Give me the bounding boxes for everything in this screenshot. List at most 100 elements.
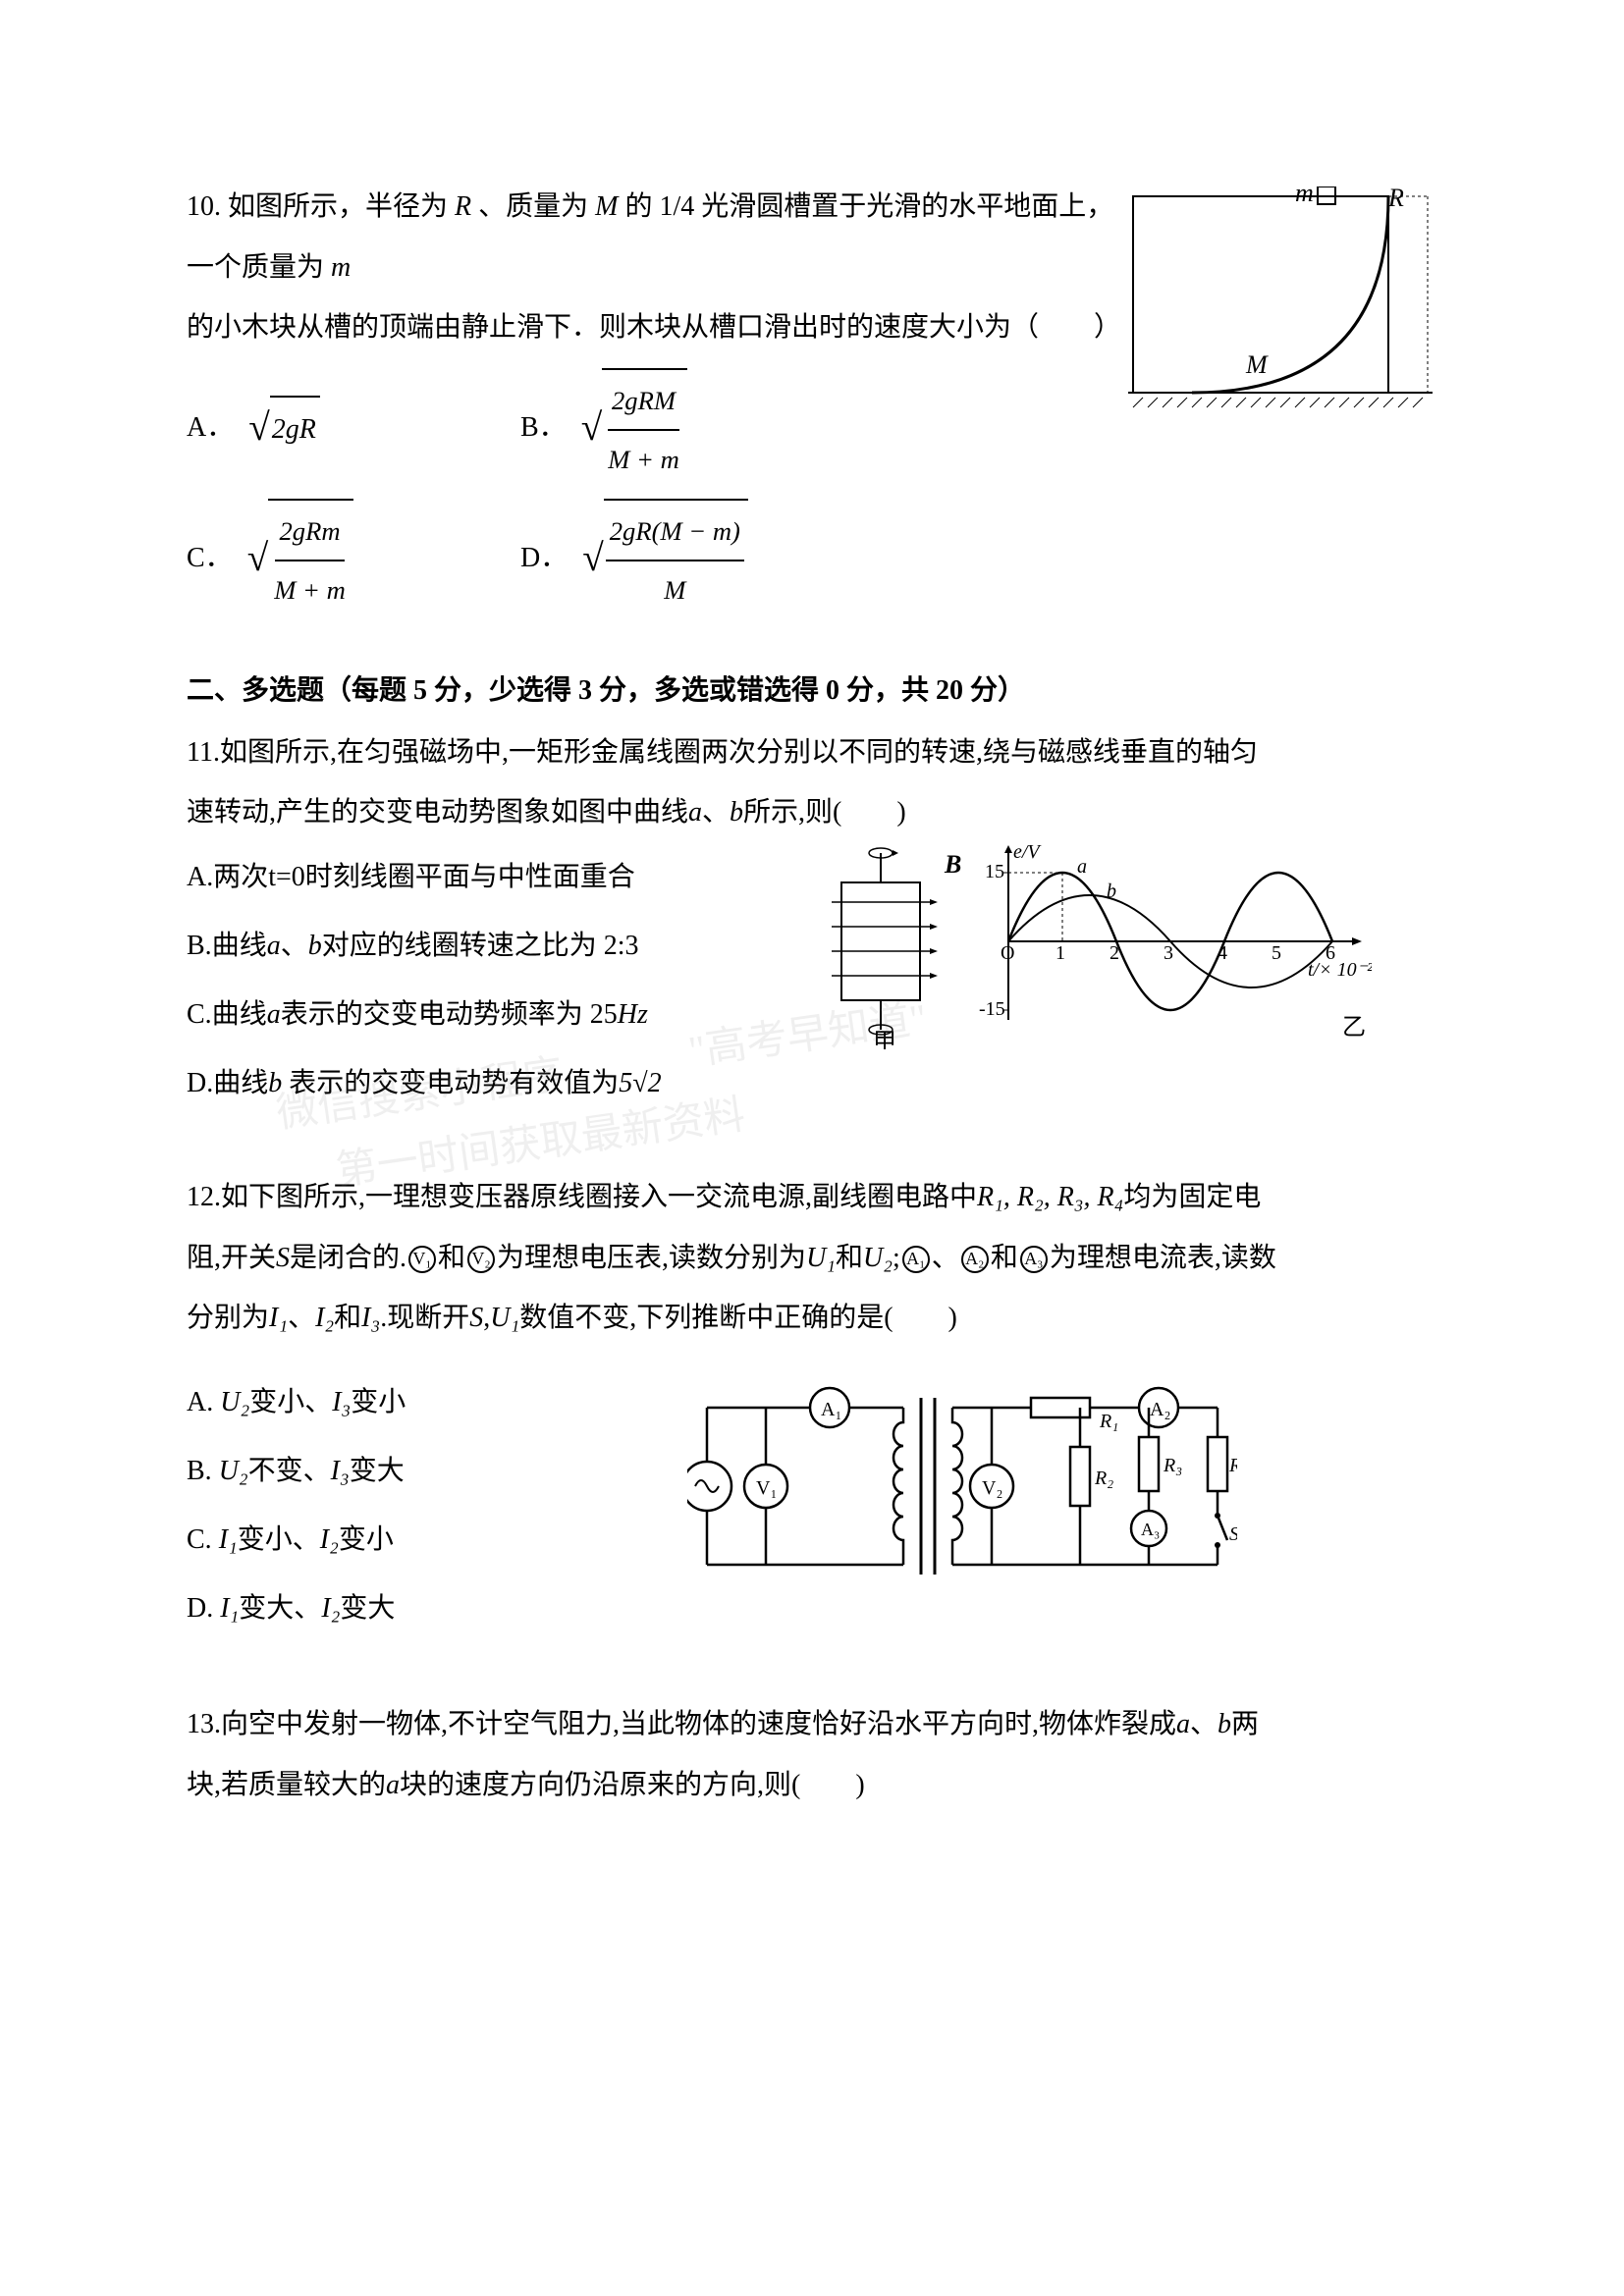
q11-b-p1: 曲线	[212, 931, 267, 961]
q12-i2: I₂	[315, 1303, 334, 1333]
svg-text:-15: -15	[979, 998, 1005, 1020]
voltmeter-icon: V₁	[408, 1246, 436, 1273]
q10-d-frac: 2gR(M − m)M	[604, 499, 748, 619]
q10-diagram-svg: m R M	[1123, 187, 1437, 422]
q11-t2: 速转动,产生的交变电动势图象如图中曲线	[187, 797, 688, 828]
q12-d-v1: I₁	[220, 1593, 239, 1624]
q11-option-d: D.曲线b 表示的交变电动势有效值为5√2	[187, 1049, 812, 1118]
question-10: m R M 10. 如图所示，半径为 R 、质量为 M 的 1/4 光滑圆槽置于…	[187, 177, 1437, 629]
svg-text:S: S	[1229, 1523, 1237, 1545]
q13-number: 13.	[187, 1709, 221, 1739]
q11-coil-svg: B 甲	[812, 843, 969, 1049]
q10-c-label: C．	[187, 528, 233, 589]
q11-content: A.两次t=0时刻线圈平面与中性面重合 B.曲线a、b对应的线圈转速之比为 2:…	[187, 843, 1437, 1118]
q12-b-t1: 不变、	[248, 1456, 331, 1486]
q11-b-p2: 、	[281, 931, 308, 961]
svg-text:乙: 乙	[1342, 1015, 1366, 1041]
q12-line1: 12.如下图所示,一理想变压器原线圈接入一交流电源,副线圈电路中R₁, R₂, …	[187, 1167, 1437, 1228]
q10-option-b: B． √ 2gRMM + m	[520, 368, 795, 489]
q10-t1: 如图所示，半径为	[221, 191, 448, 222]
svg-text:e/V: e/V	[1013, 843, 1042, 863]
q12-c-t2: 变小	[339, 1524, 394, 1555]
q10-option-c: C． √ 2gRmM + m	[187, 499, 461, 619]
q12-u1b: U₁	[490, 1303, 519, 1333]
q12-b-label: B.	[187, 1456, 212, 1486]
svg-text:甲: 甲	[873, 1030, 896, 1049]
svg-text:5: 5	[1272, 942, 1281, 964]
q10-var-r: R	[455, 191, 471, 222]
q11-d-p1: 曲线	[213, 1068, 268, 1098]
q13-line1: 13.向空中发射一物体,不计空气阻力,当此物体的速度恰好沿水平方向时,物体炸裂成…	[187, 1694, 1437, 1755]
svg-text:A₁: A₁	[821, 1399, 841, 1420]
q10-c-frac: 2gRmM + m	[268, 499, 353, 619]
q11-b-vb: b	[308, 931, 322, 961]
q12-l2p4: 为理想电压表,读数分别为	[497, 1243, 806, 1273]
q11-options: A.两次t=0时刻线圈平面与中性面重合 B.曲线a、b对应的线圈转速之比为 2:…	[187, 843, 812, 1118]
ammeter-icon: A₃	[1020, 1246, 1048, 1273]
q13-t3: 两	[1231, 1709, 1259, 1739]
q12-a-t1: 变小、	[249, 1387, 332, 1417]
q12-a-t2: 变小	[351, 1387, 406, 1417]
q12-d-label: D.	[187, 1593, 213, 1624]
q10-b-formula: √ 2gRMM + m	[581, 368, 687, 489]
q12-l2p1: 阻,开关	[187, 1243, 276, 1273]
q10-b-label: B．	[520, 398, 567, 458]
svg-text:b: b	[1107, 881, 1116, 902]
q11-figures: B 甲 e/V 15 -15 O 1 2 3 4 5 6 t/× 10⁻	[812, 843, 1437, 1049]
q11-t3: 、	[702, 797, 730, 828]
q12-d-t2: 变大	[340, 1593, 395, 1624]
q10-c-den: M + m	[270, 561, 350, 619]
q11-b-label: B.	[187, 931, 212, 961]
q11-b-p3: 对应的线圈转速之比为 2:3	[322, 931, 639, 961]
q10-d-label: D．	[520, 528, 568, 589]
question-13: 13.向空中发射一物体,不计空气阻力,当此物体的速度恰好沿水平方向时,物体炸裂成…	[187, 1694, 1437, 1815]
q12-l2p5: 和	[836, 1243, 863, 1273]
q11-a-text: 两次t=0时刻线圈平面与中性面重合	[213, 862, 635, 892]
q11-option-a: A.两次t=0时刻线圈平面与中性面重合	[187, 843, 812, 912]
q11-d-p2: 表示的交变电动势有效值为	[282, 1068, 619, 1098]
q12-s2: S	[469, 1303, 483, 1333]
q12-number: 12.	[187, 1182, 221, 1212]
ammeter-icon: A₁	[902, 1246, 930, 1273]
q12-option-d: D. I₁变大、I₂变大	[187, 1575, 687, 1643]
q12-d-t1: 变大、	[239, 1593, 321, 1624]
q11-t4: 所示,则( )	[743, 797, 906, 828]
q10-c-formula: √ 2gRmM + m	[247, 499, 353, 619]
q12-a-v1: U₂	[220, 1387, 249, 1417]
q12-option-a: A. U₂变小、I₃变小	[187, 1368, 687, 1437]
q12-u2: U₂	[863, 1243, 893, 1273]
svg-text:1: 1	[1056, 942, 1065, 964]
q12-b-v1: U₂	[219, 1456, 248, 1486]
svg-text:A₃: A₃	[1141, 1520, 1160, 1539]
svg-text:R₃: R₃	[1163, 1455, 1182, 1476]
svg-text:A₂: A₂	[1150, 1399, 1170, 1420]
q10-d-num: 2gR(M − m)	[606, 503, 744, 562]
ammeter-icon: A₂	[961, 1246, 989, 1273]
q12-d-v2: I₂	[321, 1593, 340, 1624]
q12-b-t2: 变大	[350, 1456, 405, 1486]
q12-c-v1: I₁	[219, 1524, 238, 1555]
question-11: 11.如图所示,在匀强磁场中,一矩形金属线圈两次分别以不同的转速,绕与磁感线垂直…	[187, 722, 1437, 1118]
q13-a: a	[1176, 1709, 1190, 1739]
sqrt-icon: √	[582, 516, 604, 601]
q12-options: A. U₂变小、I₃变小 B. U₂不变、I₃变大 C. I₁变小、I₂变小 D…	[187, 1368, 687, 1643]
q10-figure: m R M	[1123, 187, 1437, 445]
q13-l2p1: 块,若质量较大的	[187, 1770, 386, 1800]
q13-b: b	[1218, 1709, 1231, 1739]
q10-t2: 、质量为	[471, 191, 588, 222]
voltmeter-icon: V₂	[467, 1246, 495, 1273]
q11-c-label: C.	[187, 999, 212, 1030]
q11-b-va: a	[267, 931, 281, 961]
svg-text:M: M	[1245, 350, 1269, 379]
q11-b1: b	[730, 797, 743, 828]
q12-content: A. U₂变小、I₃变小 B. U₂不变、I₃变大 C. I₁变小、I₂变小 D…	[187, 1368, 1437, 1646]
q12-l2p8: 和	[991, 1243, 1018, 1273]
q12-b-v2: I₃	[331, 1456, 350, 1486]
q11-line2: 速转动,产生的交变电动势图象如图中曲线a、b所示,则( )	[187, 782, 1437, 843]
q12-l2p7: 、	[932, 1243, 959, 1273]
q12-circuit-svg: A₁ V₁ V₂	[687, 1368, 1237, 1624]
q12-t2: 均为固定电	[1123, 1182, 1261, 1212]
q12-i3: I₃	[361, 1303, 380, 1333]
svg-text:O: O	[1001, 942, 1014, 964]
q10-d-den: M	[660, 561, 689, 619]
